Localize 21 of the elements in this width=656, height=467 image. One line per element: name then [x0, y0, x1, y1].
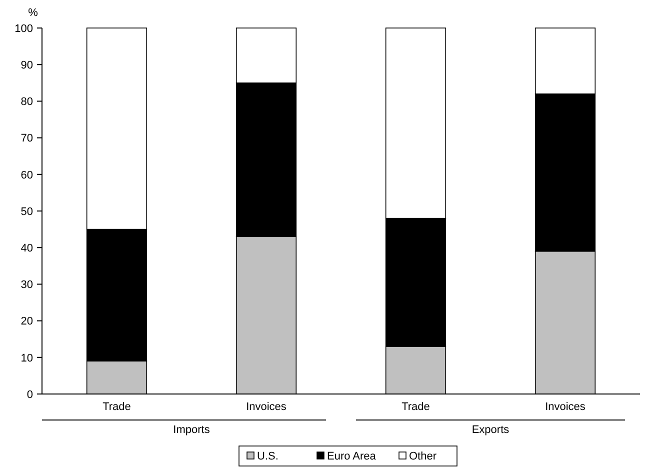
y-tick-label: 90	[20, 59, 33, 72]
legend-label: U.S.	[257, 450, 278, 462]
y-tick-label: 70	[20, 132, 33, 145]
y-tick-label: 60	[20, 169, 33, 182]
y-tick-label: 30	[20, 279, 33, 292]
y-tick-label: 0	[26, 388, 33, 401]
y-tick-label: 20	[20, 316, 33, 328]
y-tick-label: 50	[20, 206, 33, 218]
x-tick-label: Trade	[402, 401, 430, 413]
y-tick-label: 80	[20, 96, 33, 108]
legend-label: Other	[409, 450, 437, 462]
y-tick-label: 40	[20, 242, 33, 254]
x-tick-label: Invoices	[246, 401, 287, 413]
x-tick-label: Trade	[102, 401, 131, 413]
legend-label: Euro Area	[327, 450, 377, 462]
x-tick-label: Invoices	[545, 401, 586, 413]
y-axis-title: %	[28, 7, 38, 19]
text: Imports	[173, 424, 210, 436]
text: Exports	[472, 424, 510, 436]
y-tick-label: 10	[20, 352, 33, 364]
y-tick-label: 100	[14, 22, 33, 35]
